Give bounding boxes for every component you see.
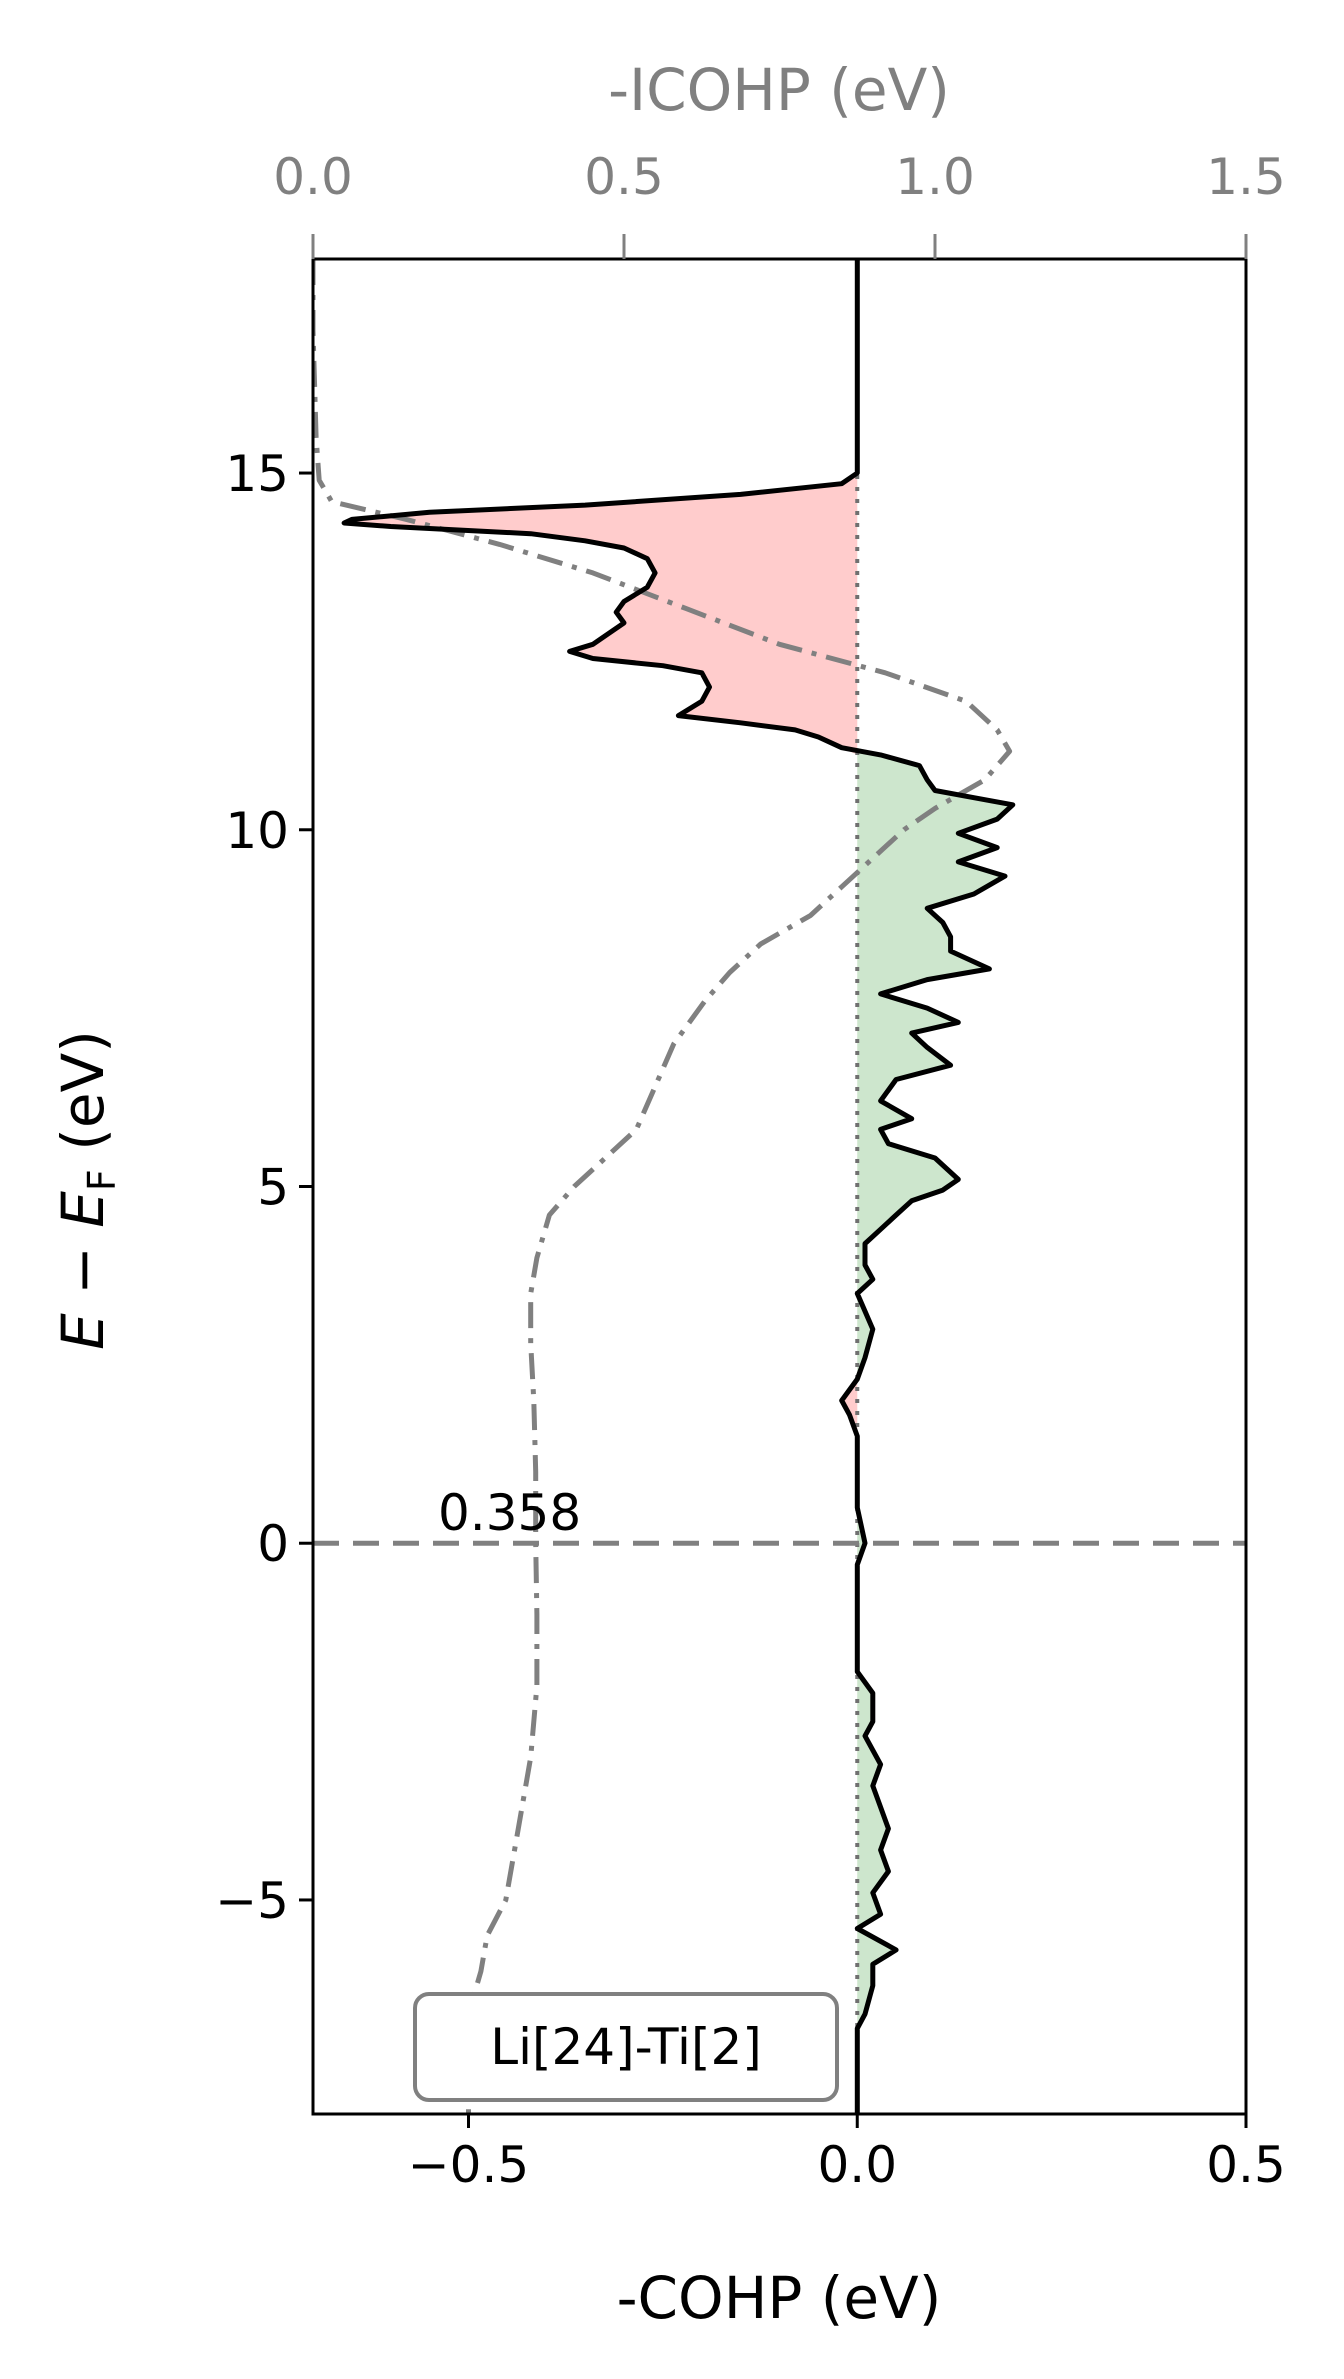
x-tick-label: 0.5 [1206, 2136, 1286, 2194]
legend-label: Li[24]-Ti[2] [490, 2018, 762, 2076]
x-axis-title: -COHP (eV) [617, 2264, 942, 2332]
series-layer [313, 259, 1016, 2114]
y-tick-label: 5 [257, 1159, 289, 1217]
y-axis-title-subscript: F [80, 1169, 124, 1191]
y-axis-title: E − EF (eV) [49, 1030, 124, 1350]
bonding-fill [344, 259, 858, 2114]
antibonding-fill [857, 259, 1013, 2114]
y-tick-label: 0 [257, 1515, 289, 1573]
x-tick-label: 0.0 [817, 2136, 897, 2194]
x-tick-label: −0.5 [408, 2136, 529, 2194]
bonding-antibonding-fills [344, 259, 1013, 2114]
top-x-tick-label: 0.5 [584, 148, 664, 206]
y-tick-label: −5 [215, 1872, 289, 1930]
top-x-tick-label: 0.0 [273, 148, 353, 206]
legend: Li[24]-Ti[2] [413, 1992, 839, 2102]
cohp-series-line [341, 259, 1016, 2114]
y-axis-title-unit: (eV) [49, 1030, 117, 1169]
icohp-series-line [313, 259, 1013, 2114]
top-x-tick-label: 1.5 [1206, 148, 1286, 206]
icohp-at-fermi-annotation: 0.358 [438, 1484, 581, 1542]
top-x-tick-label: 1.0 [895, 148, 975, 206]
legend-box [413, 1992, 839, 2102]
y-axis-title-main: E − E [49, 1191, 117, 1350]
top-x-axis-title: -ICOHP (eV) [608, 56, 950, 124]
y-tick-label: 10 [225, 802, 289, 860]
y-tick-label: 15 [225, 445, 289, 503]
ticks-layer: −0.5 0.0 0.5 −5 0 5 10 15 0.0 0.5 1.0 1.5 [215, 148, 1285, 2194]
